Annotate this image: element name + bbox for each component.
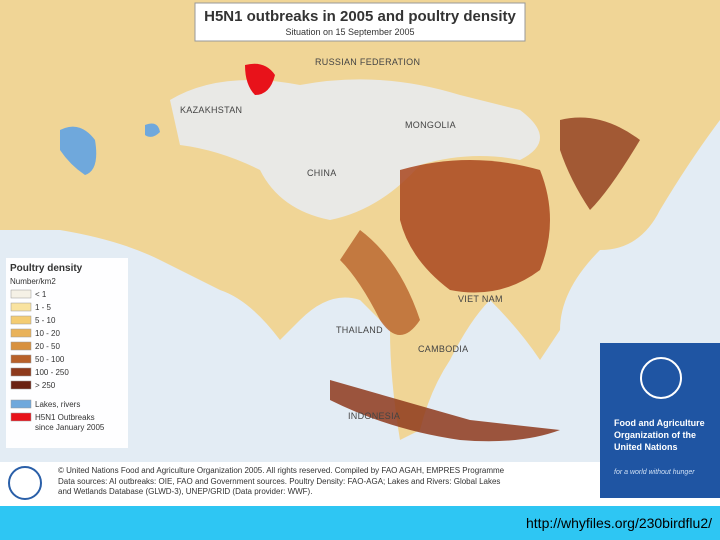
legend-swatch [10,302,32,312]
outbreak-siberia [245,63,275,95]
url-bar: http://whyfiles.org/230birdflu2/ [0,506,720,540]
footer: © United Nations Food and Agriculture Or… [0,462,600,504]
map-title: H5N1 outbreaks in 2005 and poultry densi… [204,8,516,25]
fao-name: Food and Agriculture Organization of the… [614,418,705,452]
fao-box: Food and Agriculture Organization of the… [600,343,720,498]
place-label: THAILAND [336,325,383,335]
indonesia [330,380,560,442]
legend: < 1 1 - 5 5 - 10 10 - 20 20 - 50 50 - 100 100 … [10,289,105,432]
legend-swatch [10,341,32,351]
caspian [60,126,97,175]
place-label: KAZAKHSTAN [180,105,242,115]
legend-swatch [10,399,32,409]
place-label: RUSSIAN FEDERATION [315,57,420,67]
credit-line: and Wetlands Database (GLWD-3), UNEP/GRI… [58,487,313,496]
legend-label: 10 - 20 [35,329,60,338]
legend-label: > 250 [35,381,56,390]
credit-line: Data sources: AI outbreaks: OIE, FAO and… [58,476,501,486]
place-label: CAMBODIA [418,344,468,354]
place-labels: RUSSIAN FEDERATION KAZAKHSTAN MONGOLIA CHIN… [180,57,503,421]
legend-label: Lakes, rivers [35,400,80,409]
credit: © United Nations Food and Agriculture Or… [58,466,504,498]
legend-swatch [10,367,32,377]
legend-title: Poultry density [10,263,83,274]
legend-unit: Number/km2 [10,277,56,286]
legend-swatch [10,315,32,325]
place-label: INDONESIA [348,411,400,421]
legend-label: < 1 [35,290,47,299]
url: http://whyfiles.org/230birdflu2/ [526,515,712,531]
legend-label: 20 - 50 [35,342,60,351]
east-china [400,160,550,293]
korea-japan [560,117,640,210]
fao-motto: for a world without hunger [614,469,695,476]
legend-swatch [10,412,32,422]
legend-label: 100 - 250 [35,368,69,377]
legend-swatch [10,380,32,390]
map-subtitle: Situation on 15 September 2005 [285,27,414,37]
legend-label: 50 - 100 [35,355,65,364]
legend-label: H5N1 Outbreaks since January 2005 [35,413,105,432]
legend-swatch [10,289,32,299]
aral [145,123,160,137]
indochina [340,230,420,335]
fao-emblem [640,357,682,399]
legend-label: 1 - 5 [35,303,52,312]
title-box [194,2,526,42]
legend-label: 5 - 10 [35,316,56,325]
steppe [170,79,540,220]
place-label: CHINA [307,168,337,178]
map: H5N1 outbreaks in 2005 and poultry densi… [0,0,720,462]
fao-logo-small [8,466,42,500]
legend-swatch [10,328,32,338]
place-label: MONGOLIA [405,120,456,130]
credit-line: © United Nations Food and Agriculture Or… [58,466,505,475]
place-label: VIET NAM [458,294,503,304]
legend-swatch [10,354,32,364]
